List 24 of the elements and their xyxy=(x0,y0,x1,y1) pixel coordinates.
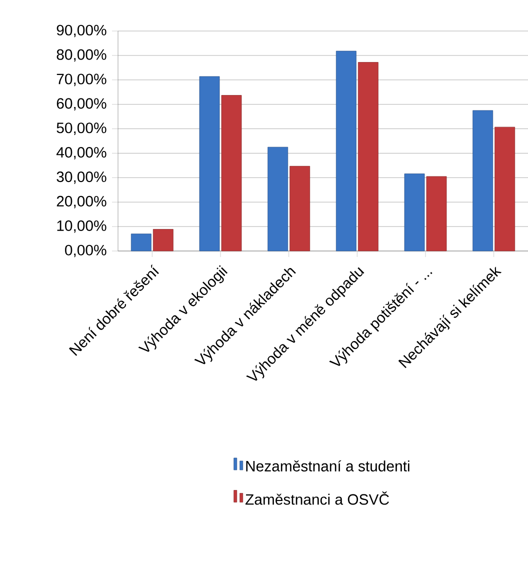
bar xyxy=(268,146,288,252)
y-tick-label: 10,00% xyxy=(57,220,106,233)
bar xyxy=(336,50,356,252)
legend-label: Nezaměstnaní a studenti xyxy=(246,460,410,472)
bar xyxy=(152,229,174,252)
bar xyxy=(426,176,447,252)
bar xyxy=(404,174,425,252)
y-tick-label: 80,00% xyxy=(56,49,106,62)
y-tick-label: 60,00% xyxy=(56,98,106,111)
legend-label: Zaměstnanci a OSVČ xyxy=(245,492,389,505)
bar xyxy=(221,95,242,252)
y-tick-label: 40,00% xyxy=(56,147,106,160)
bar xyxy=(130,234,152,252)
y-tick-label: 90,00% xyxy=(56,24,106,38)
y-tick-label: 30,00% xyxy=(56,171,106,184)
y-tick-label: 50,00% xyxy=(56,122,106,135)
bar xyxy=(358,62,378,252)
bar xyxy=(290,166,310,252)
bar xyxy=(199,76,220,252)
bar xyxy=(472,110,494,252)
y-tick-label: 70,00% xyxy=(56,74,106,86)
y-tick-label: 0,00% xyxy=(65,244,106,258)
y-tick-label: 20,00% xyxy=(56,196,106,208)
bar xyxy=(494,126,516,252)
